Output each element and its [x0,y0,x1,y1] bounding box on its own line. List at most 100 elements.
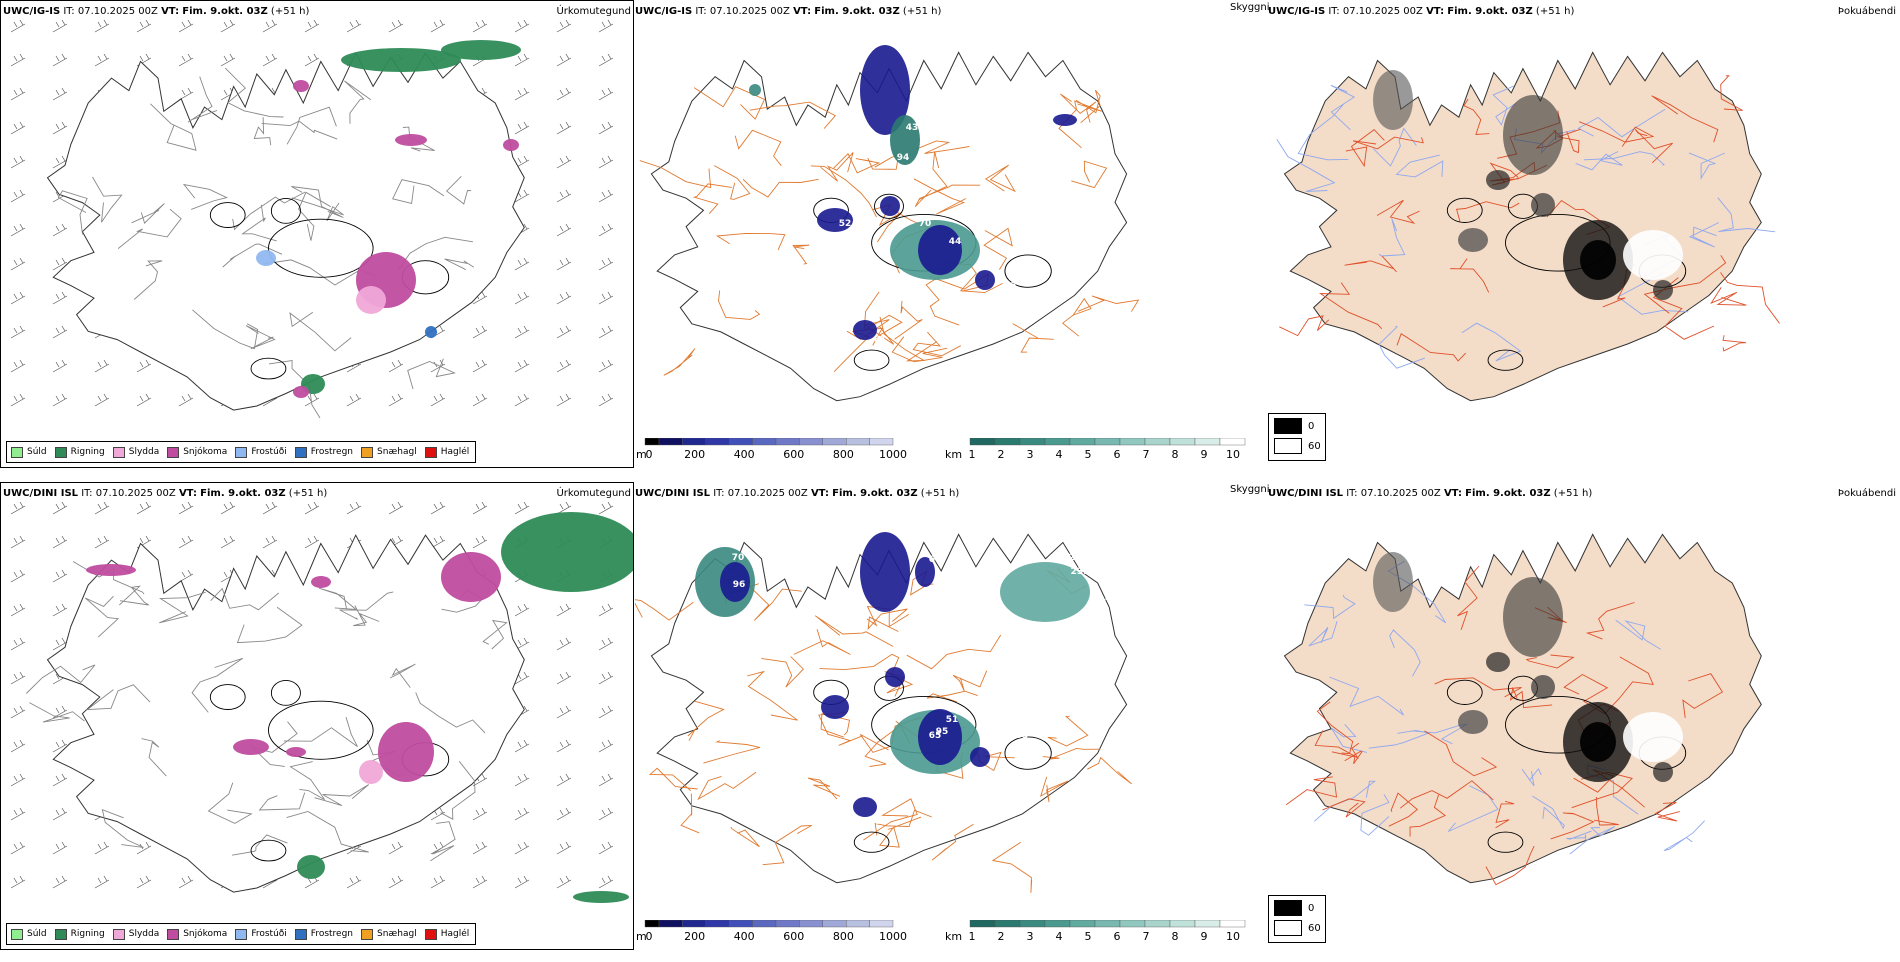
colorbar-tick: 2 [998,448,1005,461]
colorbar-segment [705,920,730,928]
road [1654,802,1680,822]
legend-label: Frostregn [310,447,354,457]
wind-barb [10,739,26,753]
low-ceiling-area [885,667,905,687]
road [762,824,813,866]
glacier-outline [209,202,246,228]
river [1378,218,1406,257]
legend-label: Slydda [128,929,160,939]
road [730,826,760,848]
colorbar-tick: 0 [646,930,653,943]
wind-barb [514,393,530,407]
iceland-coastline [46,52,525,411]
road [440,761,476,820]
legend-item: Snæhagl [361,446,417,458]
road [867,153,900,170]
road [245,325,276,350]
wind-barb [514,739,530,753]
wind-barb [556,705,572,719]
road [191,657,244,713]
colorbar-segment [1069,438,1096,446]
river [1447,785,1499,832]
road [353,605,380,627]
river [1276,138,1336,192]
road [1424,730,1498,777]
colorbar-segment [845,920,870,928]
road [742,178,819,198]
road [187,76,218,123]
road [1314,730,1360,760]
glacier-outline [1487,831,1524,853]
cloud-base-label: 51 [946,715,959,725]
wind-barb [346,875,362,889]
wind-barb [472,502,488,515]
glacier-outline [270,679,301,706]
road [57,190,88,235]
road [392,179,445,204]
wind-barb [136,20,152,33]
glacier-outline [268,700,374,760]
legend-item: Slydda [112,446,159,458]
ceiling-colorbar: m0 200 400 600 800 1000 [636,920,907,943]
wind-barb [598,53,614,67]
colorbar-segment [728,920,753,928]
colorbar-segment [1019,438,1046,446]
wind-barb [136,502,152,515]
low-ceiling-area [749,84,761,96]
road [291,197,344,222]
river [1663,820,1706,852]
road [952,670,988,692]
wind-barb [10,325,26,339]
wind-barb [556,155,572,169]
fog-map [1276,51,1780,402]
iceland-coastline [1283,533,1762,884]
road [430,821,456,862]
colorbar-segment [1094,920,1121,928]
river [1360,794,1390,836]
wind-barb [556,20,572,33]
low-ceiling-area [817,208,853,232]
precip-area [573,891,629,903]
colorbar-segment [869,920,894,928]
wind-barb [10,569,26,583]
road [1388,792,1419,827]
river [1308,621,1338,647]
wind-barb [52,569,68,583]
road [1316,701,1354,755]
legend-label: Snjókoma [183,447,228,457]
colorbar-segment [869,438,894,446]
ceiling-colorbar: m0 200 400 600 800 1000 [636,438,907,461]
road [85,595,120,638]
wind-barb [556,739,572,753]
wind-barb [556,603,572,617]
wind-barb [220,502,236,515]
wind-barb [556,53,572,67]
fog-area [1531,193,1555,217]
precip-legend: Súld Rigning Slydda Snjókoma Frostúði Frostre… [6,923,476,945]
legend-swatch [11,446,23,458]
wind-barb [598,20,614,33]
fog-legend-item: 60 [1274,438,1321,454]
vt-label: VT: [178,488,197,499]
road [1509,686,1553,709]
road [415,692,486,734]
wind-barb [178,875,194,889]
colorbar-segment [1169,920,1196,928]
fog-area [1486,170,1510,190]
precip-legend: Súld Rigning Slydda Snjókoma Frostúði Frostre… [6,441,476,463]
precip-area [378,722,434,782]
cloud-base-label: 65 [1024,109,1037,119]
fog-area [1623,230,1683,280]
legend-label: Snjókoma [183,929,228,939]
header: UWC/IG-IS IT: 07.10.2025 00Z VT: Fim. 9.… [1268,6,1574,17]
precip-area [441,40,521,60]
wind-barb [262,535,278,549]
glacier-outline [1487,349,1524,371]
precip-map [10,502,633,903]
colorbar-segment [1194,438,1221,446]
colorbar-tick: 9 [1201,930,1208,943]
cloud-base-label: 95 [936,727,949,737]
it-value: 07.10.2025 00Z [77,6,158,17]
road [1720,272,1780,324]
